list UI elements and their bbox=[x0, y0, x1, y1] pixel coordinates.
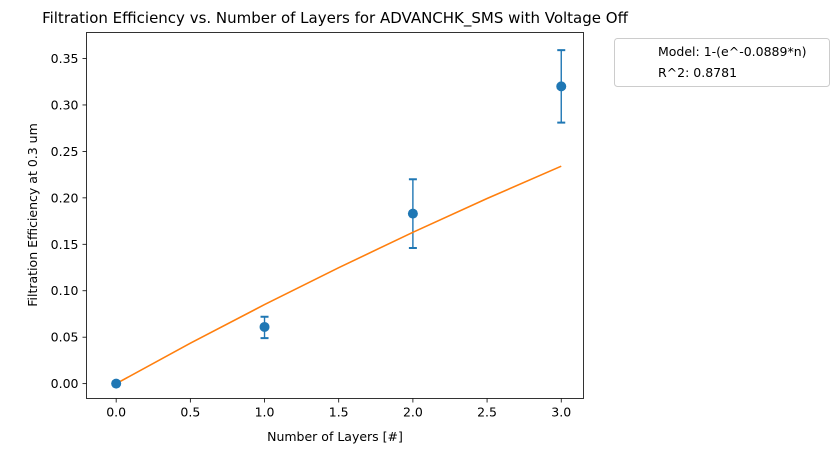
y-tick-label: 0.15 bbox=[51, 237, 79, 252]
y-tick-label: 0.05 bbox=[51, 330, 79, 345]
data-point bbox=[407, 208, 418, 219]
y-tick-label: 0.25 bbox=[51, 144, 79, 159]
y-tick-label: 0.35 bbox=[51, 51, 79, 66]
x-tick-label: 1.5 bbox=[329, 405, 349, 420]
plot-area bbox=[86, 32, 584, 399]
legend-entry-r2: R^2: 0.8781 bbox=[658, 65, 737, 80]
legend: Model: 1-(e^-0.0889*n) R^2: 0.8781 bbox=[614, 38, 830, 87]
legend-entry-model: Model: 1-(e^-0.0889*n) bbox=[658, 44, 807, 59]
x-tick-label: 3.0 bbox=[551, 405, 571, 420]
x-tick-label: 2.5 bbox=[477, 405, 497, 420]
chart-title: Filtration Efficiency vs. Number of Laye… bbox=[42, 9, 629, 28]
y-tick-label: 0.20 bbox=[51, 190, 79, 205]
x-axis-label: Number of Layers [#] bbox=[267, 429, 403, 444]
y-axis-label: Filtration Efficiency at 0.3 um bbox=[25, 123, 40, 307]
data-point bbox=[259, 321, 270, 332]
y-tick-label: 0.00 bbox=[51, 376, 79, 391]
y-tick-label: 0.10 bbox=[51, 283, 79, 298]
data-point bbox=[111, 378, 122, 389]
y-axis: 0.00 0.05 0.10 0.15 0.20 0.25 0.30 0.35 bbox=[51, 51, 87, 391]
x-axis: 0.0 0.5 1.0 1.5 2.0 2.5 3.0 bbox=[106, 398, 571, 420]
x-tick-label: 2.0 bbox=[403, 405, 423, 420]
x-tick-label: 0.0 bbox=[106, 405, 126, 420]
data-point bbox=[556, 81, 567, 92]
marks-layer bbox=[111, 49, 567, 389]
legend-box bbox=[614, 38, 830, 87]
model-fit-line bbox=[115, 165, 562, 385]
y-tick-label: 0.30 bbox=[51, 97, 79, 112]
x-tick-label: 1.0 bbox=[255, 405, 275, 420]
plot-frame bbox=[86, 32, 584, 399]
x-tick-label: 0.5 bbox=[180, 405, 200, 420]
